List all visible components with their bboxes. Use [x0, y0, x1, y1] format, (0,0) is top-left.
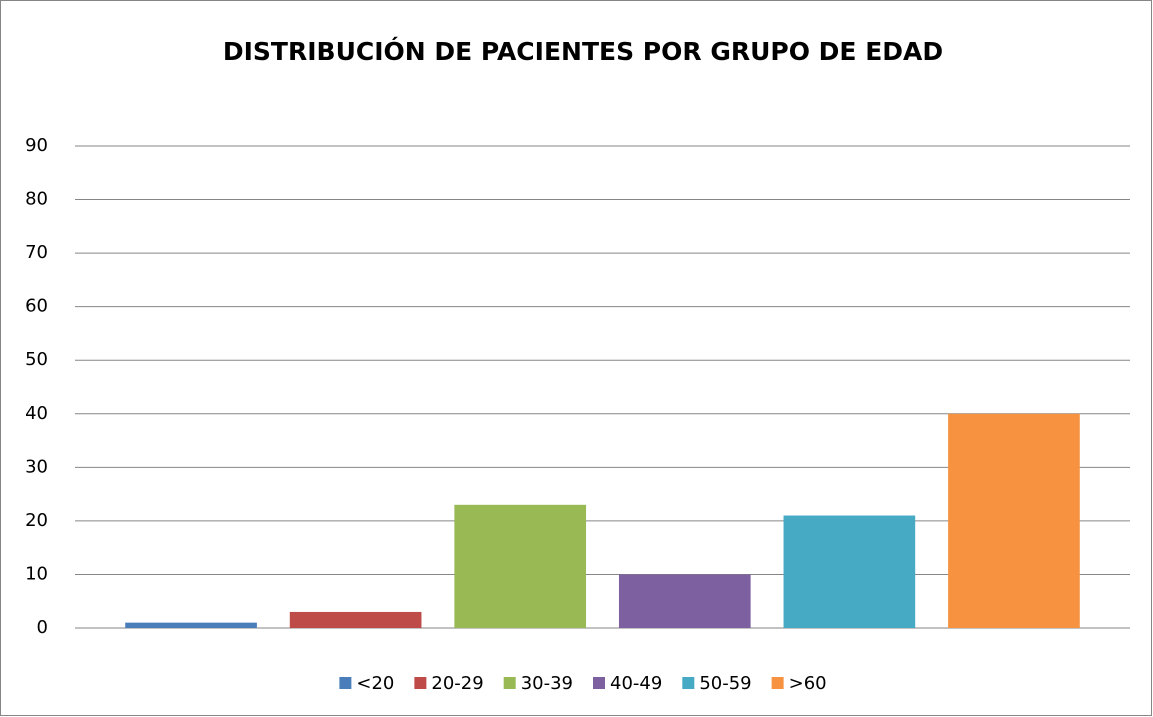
legend-swatch	[682, 677, 695, 689]
y-tick-label: 20	[25, 510, 48, 531]
y-tick-label: 60	[25, 296, 48, 317]
bar	[948, 413, 1080, 628]
bar	[454, 504, 587, 628]
y-tick-label: 90	[25, 135, 48, 156]
legend-label: >60	[789, 673, 827, 694]
legend-swatch	[503, 677, 516, 689]
y-tick-label: 10	[25, 563, 48, 584]
legend-label: 50-59	[699, 673, 751, 694]
legend-label: <20	[356, 673, 394, 694]
bar	[783, 515, 916, 628]
y-tick-label: 50	[25, 349, 48, 370]
legend-swatch	[414, 677, 427, 689]
y-tick-label: 40	[25, 403, 48, 424]
legend-label: 20-29	[431, 673, 483, 694]
bar	[289, 611, 422, 628]
y-tick-label: 30	[25, 456, 48, 477]
legend-swatch	[339, 677, 352, 689]
bar	[618, 574, 751, 628]
legend-label: 40-49	[610, 673, 662, 694]
legend-swatch	[771, 677, 784, 689]
y-tick-label: 70	[25, 242, 48, 263]
y-tick-label: 0	[37, 617, 48, 638]
bar	[125, 622, 257, 628]
legend-swatch	[593, 677, 605, 689]
chart-title: DISTRIBUCIÓN DE PACIENTES POR GRUPO DE E…	[223, 36, 943, 66]
y-tick-label: 80	[25, 189, 48, 210]
legend-label: 30-39	[521, 673, 573, 694]
